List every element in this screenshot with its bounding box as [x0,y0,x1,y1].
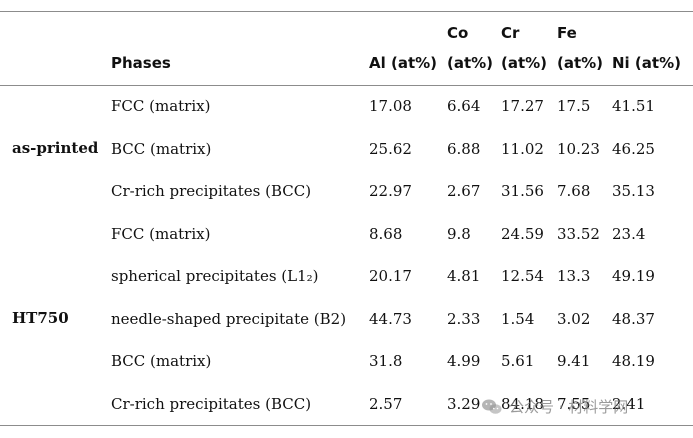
table-cell-cr: 5.61 [501,352,535,370]
header-cr-line1: Cr [501,24,520,42]
table-cell-fe: 10.23 [557,140,600,158]
table-cell-al: 17.08 [369,97,412,115]
table-cell-phase: FCC (matrix) [111,225,211,243]
table-cell-fe: 3.02 [557,310,591,328]
table-cell-fe: 7.55 [557,395,591,413]
table-cell-ni: 48.37 [612,310,655,328]
table-cell-phase: BCC (matrix) [111,352,212,370]
table-cell-phase: FCC (matrix) [111,97,211,115]
wechat-icon [482,399,502,414]
header-co-line1: Co [447,24,469,42]
table-cell-fe: 33.52 [557,225,600,243]
table-cell-co: 2.67 [447,182,481,200]
table-cell-ni: 41.51 [612,97,655,115]
group-label-as-printed: as-printed [12,139,99,157]
header-co: Co (at%) [447,18,493,78]
table-cell-fe: 7.68 [557,182,591,200]
table-cell-ni: 2.41 [612,395,646,413]
header-fe-line1: Fe [557,24,577,42]
header-al: Al (at%) [369,48,437,78]
header-phases: Phases [111,48,171,78]
table-cell-phase: Cr-rich precipitates (BCC) [111,395,312,413]
table-cell-cr: 17.27 [501,97,544,115]
header-fe: Fe (at%) [557,18,603,78]
header-ni: Ni (at%) [612,48,681,78]
table-cell-ni: 35.13 [612,182,655,200]
table-cell-al: 20.17 [369,267,412,285]
table-cell-co: 4.81 [447,267,481,285]
table-cell-al: 22.97 [369,182,412,200]
table-cell-co: 6.64 [447,97,481,115]
header-al-label: Al (at%) [369,54,438,72]
table-cell-ni: 49.19 [612,267,655,285]
table-cell-co: 3.29 [447,395,481,413]
header-cr: Cr (at%) [501,18,547,78]
table-cell-cr: 24.59 [501,225,544,243]
table-cell-fe: 9.41 [557,352,591,370]
table-cell-phase: Cr-rich precipitates (BCC) [111,182,312,200]
table-cell-al: 25.62 [369,140,412,158]
table-cell-co: 6.88 [447,140,481,158]
table-cell-co: 9.8 [447,225,471,243]
header-ni-label: Ni (at%) [612,54,681,72]
table-cell-fe: 17.5 [557,97,591,115]
table-cell-cr: 12.54 [501,267,544,285]
header-fe-line2: (at%) [557,54,604,72]
table-cell-al: 31.8 [369,352,403,370]
table-cell-phase: needle-shaped precipitate (B2) [111,310,347,328]
table-cell-cr: 31.56 [501,182,544,200]
header-cr-line2: (at%) [501,54,548,72]
table-cell-co: 4.99 [447,352,481,370]
table-cell-ni: 23.4 [612,225,646,243]
watermark-text: 公众号 · 材料学网 [509,398,629,416]
table-cell-cr: 1.54 [501,310,535,328]
table-cell-ni: 48.19 [612,352,655,370]
table-cell-al: 2.57 [369,395,403,413]
table-cell-al: 44.73 [369,310,412,328]
table-cell-phase: spherical precipitates (L1₂) [111,267,319,285]
table-bottom-rule [0,425,693,426]
group-label-ht750: HT750 [12,309,69,327]
table-top-rule [0,11,693,12]
table-cell-cr: 11.02 [501,140,544,158]
table-cell-phase: BCC (matrix) [111,140,212,158]
table-cell-fe: 13.3 [557,267,591,285]
table-cell-co: 2.33 [447,310,481,328]
table-cell-al: 8.68 [369,225,403,243]
table-cell-ni: 46.25 [612,140,655,158]
table-cell-cr: 84.18 [501,395,544,413]
header-co-line2: (at%) [447,54,494,72]
header-phases-label: Phases [111,54,171,72]
watermark: 公众号 · 材料学网 [481,396,628,417]
table-header-rule [0,85,693,86]
